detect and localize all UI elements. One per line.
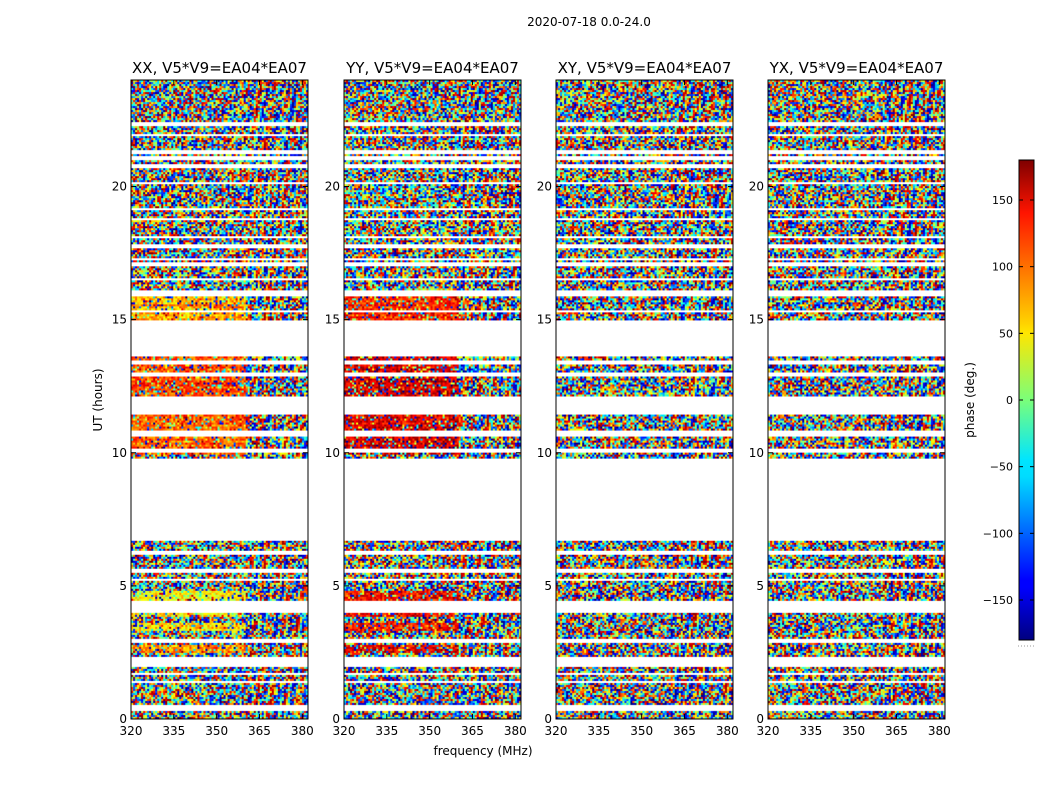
y-tick-label: 20 [537,180,552,194]
panel-yy: YY, V5*V9=EA04*EA07 320 335 350 365 380 0 5 10 15… [325,59,527,738]
x-tick-label: 320 [120,724,143,738]
y-tick-label: 0 [756,712,764,726]
x-tick-label: 365 [673,724,696,738]
x-tick-label: 350 [418,724,441,738]
panel-frame [767,79,946,720]
panel-title: XY, V5*V9=EA04*EA07 [558,59,732,77]
y-tick-label: 10 [325,446,340,460]
colorbar-tick-label: −50 [990,461,1013,474]
x-tick-label: 380 [928,724,951,738]
x-tick-label: 350 [842,724,865,738]
x-tick-label: 335 [799,724,822,738]
panels: XX, V5*V9=EA04*EA07 320 335 350 365 380 0 5 10 15… [112,59,951,738]
heatmap-xx [131,80,308,719]
y-tick-label: 5 [544,579,552,593]
x-tick-label: 335 [375,724,398,738]
colorbar-tick-label: 150 [992,194,1013,207]
y-tick-label: 20 [749,180,764,194]
y-tick-label: 15 [112,313,127,327]
x-axis-label: frequency (MHz) [433,744,532,758]
colorbar-label: phase (deg.) [963,362,977,438]
x-tick-label: 350 [630,724,653,738]
x-tick-label: 335 [587,724,610,738]
y-tick-label: 0 [119,712,127,726]
y-axis-label: UT (hours) [91,368,105,431]
x-tick-label: 335 [162,724,185,738]
x-tick-label: 365 [461,724,484,738]
figure-suptitle: 2020-07-18 0.0-24.0 [527,15,651,29]
y-tick-label: 15 [537,313,552,327]
colorbar: 150 100 50 0 −50 −100 −150 phase (deg.) [963,159,1035,647]
x-tick-label: 365 [248,724,271,738]
y-tick-label: 10 [537,446,552,460]
y-tick-label: 5 [332,579,340,593]
panel-title: XX, V5*V9=EA04*EA07 [132,59,307,77]
y-tick-label: 5 [119,579,127,593]
x-tick-label: 380 [504,724,527,738]
colorbar-tick-label: 0 [1006,394,1013,407]
y-tick-label: 10 [749,446,764,460]
x-tick-label: 320 [545,724,568,738]
y-tick-label: 20 [112,180,127,194]
colorbar-tick-label: 100 [992,261,1013,274]
panel-xx: XX, V5*V9=EA04*EA07 320 335 350 365 380 0 5 10 15… [112,59,314,738]
panel-frame [130,79,309,720]
panel-title: YX, V5*V9=EA04*EA07 [769,59,944,77]
x-tick-label: 320 [757,724,780,738]
colorbar-tick-label: −150 [983,594,1013,607]
x-tick-label: 380 [716,724,739,738]
panel-frame [343,79,522,720]
y-tick-label: 0 [332,712,340,726]
colorbar-tick-label: −100 [983,527,1013,540]
colorbar-tick-label: 50 [999,327,1013,340]
y-tick-label: 15 [325,313,340,327]
y-tick-label: 10 [112,446,127,460]
colorbar-ticks: 150 100 50 0 −50 −100 −150 [983,194,1034,607]
y-tick-label: 15 [749,313,764,327]
x-tick-label: 365 [885,724,908,738]
heatmap-yx [768,80,945,719]
panel-xy: XY, V5*V9=EA04*EA07 320 335 350 365 380 0 5 10 15… [537,59,739,738]
panel-frame [555,79,734,720]
x-tick-label: 380 [291,724,314,738]
panel-title: YY, V5*V9=EA04*EA07 [345,59,519,77]
x-tick-label: 320 [333,724,356,738]
panel-yx: YX, V5*V9=EA04*EA07 320 335 350 365 380 0 5 10 15… [749,59,951,738]
x-tick-label: 350 [205,724,228,738]
heatmap-xy [556,80,733,719]
heatmap-yy [344,80,521,719]
y-tick-label: 20 [325,180,340,194]
y-tick-label: 5 [756,579,764,593]
y-tick-label: 0 [544,712,552,726]
